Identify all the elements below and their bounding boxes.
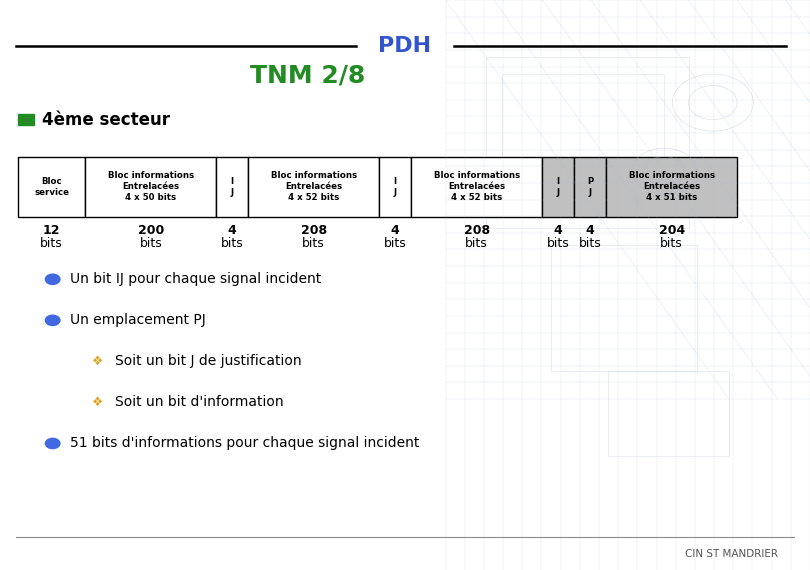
Bar bbox=[574, 157, 606, 217]
Text: 208: 208 bbox=[301, 225, 326, 237]
Text: Un emplacement PJ: Un emplacement PJ bbox=[70, 314, 207, 327]
Text: bits: bits bbox=[465, 238, 488, 250]
Text: CIN ST MANDRIER: CIN ST MANDRIER bbox=[684, 549, 778, 559]
Text: Bloc
service: Bloc service bbox=[34, 177, 69, 197]
Text: 208: 208 bbox=[463, 225, 490, 237]
Text: 12: 12 bbox=[43, 225, 60, 237]
Text: 4: 4 bbox=[554, 225, 562, 237]
Bar bbox=[551, 245, 697, 370]
Text: Bloc informations
Entrelacées
4 x 52 bits: Bloc informations Entrelacées 4 x 52 bit… bbox=[271, 171, 356, 202]
Text: Un bit IJ pour chaque signal incident: Un bit IJ pour chaque signal incident bbox=[70, 272, 322, 286]
Text: 4: 4 bbox=[228, 225, 237, 237]
Circle shape bbox=[45, 438, 60, 449]
Circle shape bbox=[45, 274, 60, 284]
Text: Soit un bit d'information: Soit un bit d'information bbox=[115, 396, 284, 409]
Text: bits: bits bbox=[139, 238, 162, 250]
Text: Soit un bit J de justification: Soit un bit J de justification bbox=[115, 355, 301, 368]
Text: I
J: I J bbox=[556, 177, 560, 197]
Text: P
J: P J bbox=[587, 177, 594, 197]
Bar bbox=[216, 157, 249, 217]
Text: bits: bits bbox=[302, 238, 325, 250]
Bar bbox=[411, 157, 542, 217]
Text: 4: 4 bbox=[586, 225, 595, 237]
Text: bits: bits bbox=[547, 238, 569, 250]
Text: PDH: PDH bbox=[378, 35, 432, 56]
Text: I
J: I J bbox=[231, 177, 234, 197]
Text: bits: bits bbox=[384, 238, 407, 250]
Text: bits: bits bbox=[579, 238, 602, 250]
Text: bits: bits bbox=[660, 238, 683, 250]
Text: TNM 2/8: TNM 2/8 bbox=[250, 63, 365, 87]
Bar bbox=[18, 114, 34, 125]
Bar bbox=[502, 74, 664, 217]
Text: ❖: ❖ bbox=[92, 396, 103, 409]
Circle shape bbox=[45, 315, 60, 325]
Text: bits: bits bbox=[40, 238, 63, 250]
Bar bbox=[18, 157, 85, 217]
Bar bbox=[486, 57, 688, 228]
Text: Bloc informations
Entrelacées
4 x 52 bits: Bloc informations Entrelacées 4 x 52 bit… bbox=[433, 171, 520, 202]
Bar bbox=[379, 157, 411, 217]
Text: 4: 4 bbox=[390, 225, 399, 237]
Bar bbox=[542, 157, 574, 217]
Bar bbox=[606, 157, 737, 217]
Text: 51 bits d'informations pour chaque signal incident: 51 bits d'informations pour chaque signa… bbox=[70, 437, 420, 450]
Text: Bloc informations
Entrelacées
4 x 51 bits: Bloc informations Entrelacées 4 x 51 bit… bbox=[629, 171, 714, 202]
Bar bbox=[85, 157, 216, 217]
Text: bits: bits bbox=[221, 238, 244, 250]
Bar bbox=[249, 157, 379, 217]
Text: 200: 200 bbox=[138, 225, 164, 237]
Text: 4ème secteur: 4ème secteur bbox=[42, 111, 170, 129]
Text: Bloc informations
Entrelacées
4 x 50 bits: Bloc informations Entrelacées 4 x 50 bit… bbox=[108, 171, 194, 202]
Text: ❖: ❖ bbox=[92, 355, 103, 368]
Text: 204: 204 bbox=[659, 225, 684, 237]
Text: I
J: I J bbox=[394, 177, 397, 197]
Bar bbox=[608, 370, 729, 456]
